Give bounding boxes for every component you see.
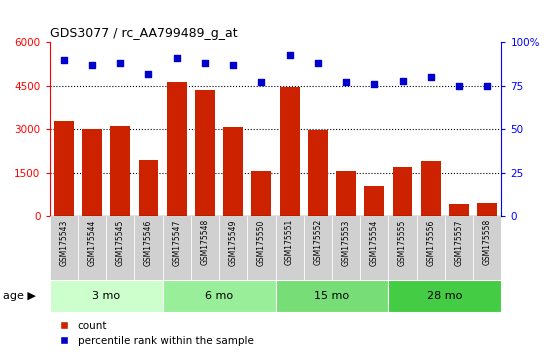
Bar bbox=[106, 216, 134, 280]
Text: GSM175552: GSM175552 bbox=[314, 219, 322, 266]
Point bbox=[144, 71, 153, 76]
Bar bbox=[473, 216, 501, 280]
Text: 28 mo: 28 mo bbox=[427, 291, 463, 301]
Text: GSM175550: GSM175550 bbox=[257, 219, 266, 266]
Text: GSM175555: GSM175555 bbox=[398, 219, 407, 266]
Bar bbox=[304, 216, 332, 280]
Point bbox=[455, 83, 463, 89]
Text: GSM175546: GSM175546 bbox=[144, 219, 153, 266]
Bar bbox=[247, 216, 276, 280]
Point bbox=[116, 61, 125, 66]
Text: age ▶: age ▶ bbox=[3, 291, 36, 301]
Text: GSM175544: GSM175544 bbox=[88, 219, 96, 266]
Bar bbox=[388, 280, 501, 312]
Bar bbox=[477, 203, 497, 216]
Bar bbox=[308, 130, 328, 216]
Bar bbox=[336, 171, 356, 216]
Text: GSM175548: GSM175548 bbox=[201, 219, 209, 266]
Bar bbox=[393, 167, 413, 216]
Point bbox=[426, 74, 435, 80]
Point bbox=[60, 57, 68, 63]
Bar bbox=[223, 127, 243, 216]
Bar bbox=[163, 216, 191, 280]
Point bbox=[201, 61, 209, 66]
Point bbox=[88, 62, 96, 68]
Text: 3 mo: 3 mo bbox=[92, 291, 120, 301]
Point bbox=[370, 81, 379, 87]
Text: 15 mo: 15 mo bbox=[315, 291, 349, 301]
Text: 6 mo: 6 mo bbox=[205, 291, 233, 301]
Bar bbox=[417, 216, 445, 280]
Bar bbox=[163, 280, 276, 312]
Bar bbox=[191, 216, 219, 280]
Bar bbox=[219, 216, 247, 280]
Bar bbox=[276, 280, 388, 312]
Text: GSM175547: GSM175547 bbox=[172, 219, 181, 266]
Bar bbox=[360, 216, 388, 280]
Point bbox=[342, 80, 350, 85]
Bar bbox=[251, 171, 271, 216]
Point bbox=[285, 52, 294, 57]
Text: GSM175556: GSM175556 bbox=[426, 219, 435, 266]
Bar bbox=[138, 160, 158, 216]
Bar bbox=[167, 81, 187, 216]
Text: GSM175545: GSM175545 bbox=[116, 219, 125, 266]
Text: GSM175551: GSM175551 bbox=[285, 219, 294, 266]
Bar bbox=[280, 87, 300, 216]
Bar bbox=[364, 185, 384, 216]
Point bbox=[483, 83, 491, 89]
Bar bbox=[421, 161, 441, 216]
Point bbox=[229, 62, 237, 68]
Point bbox=[314, 61, 322, 66]
Bar bbox=[388, 216, 417, 280]
Bar bbox=[332, 216, 360, 280]
Text: GSM175558: GSM175558 bbox=[483, 219, 492, 266]
Bar bbox=[195, 90, 215, 216]
Text: GSM175553: GSM175553 bbox=[342, 219, 350, 266]
Bar bbox=[276, 216, 304, 280]
Point bbox=[172, 55, 181, 61]
Text: GSM175554: GSM175554 bbox=[370, 219, 379, 266]
Bar bbox=[445, 216, 473, 280]
Bar bbox=[449, 204, 469, 216]
Text: GSM175549: GSM175549 bbox=[229, 219, 237, 266]
Text: GDS3077 / rc_AA799489_g_at: GDS3077 / rc_AA799489_g_at bbox=[50, 27, 237, 40]
Point bbox=[398, 78, 407, 84]
Bar bbox=[110, 126, 130, 216]
Text: GSM175557: GSM175557 bbox=[455, 219, 463, 266]
Bar bbox=[134, 216, 163, 280]
Bar bbox=[82, 129, 102, 216]
Bar bbox=[50, 216, 78, 280]
Point bbox=[257, 80, 266, 85]
Bar bbox=[78, 216, 106, 280]
Legend: count, percentile rank within the sample: count, percentile rank within the sample bbox=[55, 317, 258, 350]
Bar bbox=[54, 121, 74, 216]
Bar bbox=[50, 280, 163, 312]
Text: GSM175543: GSM175543 bbox=[59, 219, 68, 266]
